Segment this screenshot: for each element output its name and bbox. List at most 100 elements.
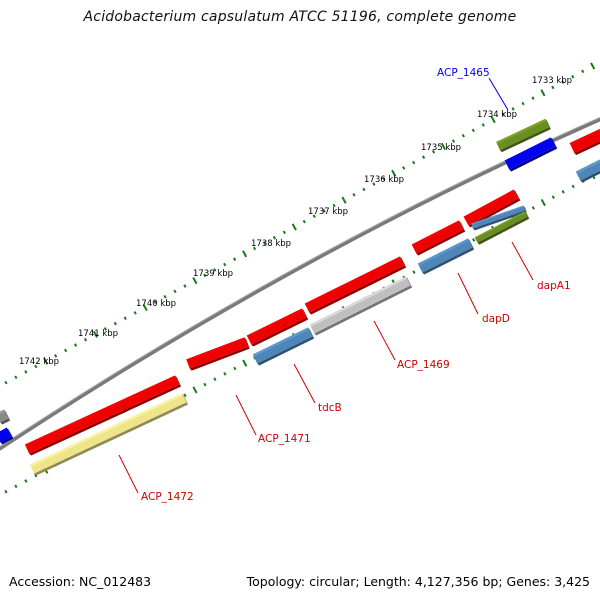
outer-tick [551,85,555,90]
gene-bar-red-6 [24,375,182,456]
kbp-label-1737: 1737 kbp [308,207,348,217]
outer-tick [590,62,596,70]
gene-bar-steelblue-2 [417,238,475,275]
inner-tick [213,377,217,381]
outer-tick [302,219,306,224]
outer-tick [24,370,28,374]
gene-label-acp1465: ACP_1465 [437,67,490,79]
outer-tick [540,89,546,97]
gene-bar-red-topright [569,129,600,155]
outer-tick [83,337,88,342]
kbp-label-1736: 1736 kbp [364,175,404,185]
outer-tick [173,289,177,294]
inner-tick [412,270,416,274]
kbp-label-1742: 1742 kbp [19,357,59,367]
gene-label-acp1469: ACP_1469 [397,359,450,371]
gene-bar-gray-1 [309,276,413,336]
outer-tick [501,112,505,117]
gene-bar-red-1 [463,189,521,228]
inner-tick [14,484,18,489]
gene-label-tdcb: tdcB [318,402,342,414]
gene-label-dapd: dapD [482,313,510,325]
outer-tick [183,284,187,288]
outer-tick [531,96,535,100]
outer-tick [282,230,286,235]
inner-tick [531,206,535,210]
inner-tick [242,359,248,367]
accession-text: Accession: NC_012483 [9,574,152,589]
gene-label-acp1472: ACP_1472 [141,491,194,503]
outer-tick [412,160,416,165]
kbp-label-1738: 1738 kbp [251,239,291,249]
inner-tick [540,198,546,207]
outer-tick [252,246,257,251]
gene-bar-red-4 [246,308,309,347]
outer-tick [352,192,356,197]
gene-bar-gray-left [0,409,11,425]
outer-tick [511,107,515,111]
outer-tick [92,330,98,338]
inner-tick [4,489,8,494]
outer-tick [272,235,277,240]
inner-tick [551,195,555,199]
kbp-label-1733: 1733 kbp [532,76,572,86]
gene-callouts: ACP_1465 dapA1 dapD ACP_1469 tdcB ACP_14… [118,67,571,503]
kbp-label-1741: 1741 kbp [78,329,118,339]
kbp-label-1735: 1735 kbp [421,143,461,153]
outer-tick [372,182,376,186]
outer-tick [14,375,18,380]
outer-tick [391,169,397,177]
outer-scale-ticks [4,62,596,385]
gene-bar-blue-top [504,137,558,172]
outer-tick [233,257,237,261]
inner-tick [183,393,187,398]
outer-tick [422,155,426,160]
gene-bar-khaki-1 [29,393,189,476]
outer-tick [581,69,585,74]
outer-tick [571,74,575,79]
outer-tick [431,150,436,154]
outer-tick [402,166,406,170]
outer-tick [203,273,207,278]
outer-tick [223,262,227,267]
gene-bar-steelblue-1 [471,205,527,231]
gene-label-dapa1: dapA1 [537,280,571,292]
kbp-label-1739: 1739 kbp [193,269,233,279]
kbp-label-1740: 1740 kbp [136,299,176,309]
topology-text: Topology: circular; Length: 4,127,356 bp… [246,574,590,589]
gene-bar-red-5 [186,337,250,371]
outer-tick [291,223,297,231]
outer-tick [43,357,49,365]
outer-tick [153,300,157,304]
kbp-label-1734: 1734 kbp [477,110,517,120]
outer-tick [163,294,167,299]
outer-tick [242,250,248,258]
gene-bar-red-2 [411,220,466,256]
outer-tick [312,214,316,219]
gene-bar-red-3 [304,256,407,315]
outer-tick [54,354,58,358]
outer-tick [332,203,336,208]
outer-tick [521,101,525,106]
outer-tick [192,277,198,285]
outer-tick [341,196,347,204]
outer-tick [4,380,8,385]
outer-tick [64,348,68,353]
gene-bar-steelblue-topright [575,159,600,183]
inner-tick [472,238,476,242]
gene-bar-olive-top [496,118,551,153]
gene-bar-steelblue-3 [252,327,315,366]
outer-tick [213,268,217,272]
inner-tick [233,366,237,371]
outer-tick [362,187,366,192]
inner-tick [203,382,207,387]
outer-tick [490,116,496,124]
outer-tick [561,80,565,84]
gene-features [0,118,600,476]
outer-tick [440,142,447,151]
outer-tick [322,209,326,213]
inner-tick [192,386,198,394]
gene-label-acp1471: ACP_1471 [258,433,311,445]
outer-tick [73,343,78,347]
